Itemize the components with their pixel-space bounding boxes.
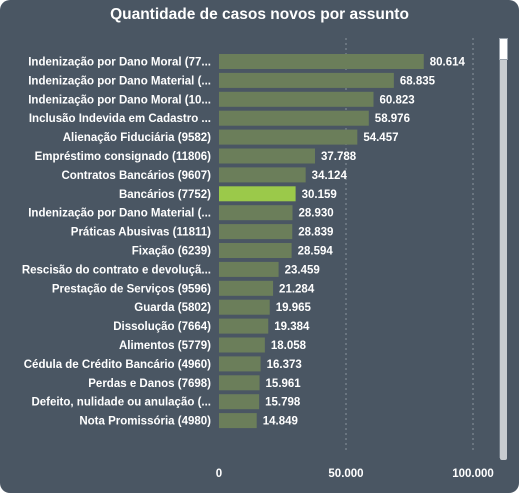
x-tick-label: 100.000	[452, 468, 494, 480]
category-label: Perdas e Danos (7698)	[88, 378, 211, 390]
value-label: 15.961	[266, 378, 302, 390]
category-label: Rescisão do contrato e devoluçã...	[22, 264, 211, 276]
value-label: 23.459	[285, 264, 320, 276]
category-label: Indenização por Dano Moral (10...	[28, 94, 211, 106]
category-label: Alimentos (5779)	[119, 340, 211, 352]
category-label: Indenização por Dano Moral (77...	[28, 57, 211, 69]
bar	[219, 110, 369, 126]
category-label: Alienação Fiduciária (9582)	[63, 132, 211, 144]
value-label: 54.457	[363, 132, 398, 144]
bar	[219, 129, 358, 145]
bar	[219, 413, 257, 429]
category-label: Cédula de Crédito Bancário (4960)	[24, 359, 211, 371]
value-label: 28.594	[298, 246, 334, 258]
bar	[219, 356, 261, 372]
value-label: 15.798	[265, 397, 301, 409]
category-label: Nota Promissória (4980)	[79, 416, 211, 428]
value-label: 14.849	[263, 416, 298, 428]
value-label: 28.930	[298, 208, 333, 220]
category-label: Inclusão Indevida em Cadastro ...	[29, 113, 211, 125]
category-label: Fixação (6239)	[132, 246, 211, 258]
chart-title: Quantidade de casos novos por assunto	[110, 6, 409, 23]
value-label: 18.058	[271, 340, 307, 352]
bar	[219, 148, 315, 164]
x-tick-label: 50.000	[328, 468, 363, 480]
category-label: Prestação de Serviços (9596)	[52, 283, 211, 295]
x-tick-label: 0	[216, 468, 222, 480]
value-label: 19.965	[276, 302, 312, 314]
value-label: 19.384	[274, 321, 310, 333]
bar	[219, 394, 260, 410]
category-label: Dissolução (7664)	[113, 321, 211, 333]
bar	[219, 280, 274, 296]
category-label: Práticas Abusivas (11811)	[71, 227, 211, 239]
bar	[219, 261, 279, 277]
bar	[219, 186, 296, 202]
bar	[219, 72, 394, 88]
value-label: 34.124	[312, 170, 348, 182]
bar	[219, 91, 374, 107]
category-label: Indenização por Dano Material (...	[28, 75, 211, 87]
scrollbar-track[interactable]	[499, 38, 508, 458]
value-label: 30.159	[302, 189, 337, 201]
value-label: 68.835	[400, 75, 436, 87]
category-label: Defeito, nulidade ou anulação (...	[31, 397, 211, 409]
value-label: 37.788	[321, 151, 357, 163]
bar	[219, 54, 424, 69]
category-label: Guarda (5802)	[134, 302, 211, 314]
bar	[219, 299, 270, 315]
bar	[219, 318, 269, 334]
value-label: 58.976	[375, 113, 410, 125]
scroll-up-button[interactable]	[499, 38, 508, 60]
bar	[219, 167, 306, 183]
category-label: Bancários (7752)	[119, 189, 211, 201]
value-label: 21.284	[279, 283, 315, 295]
bar	[219, 337, 265, 353]
category-label: Contratos Bancários (9607)	[61, 170, 211, 182]
bar	[219, 375, 260, 391]
scrollbar-thumb[interactable]	[500, 40, 507, 460]
category-label: Empréstimo consignado (11806)	[35, 151, 212, 163]
bar	[219, 224, 293, 240]
value-label: 80.614	[430, 57, 466, 69]
category-label: Indenização por Dano Material (...	[28, 208, 211, 220]
value-label: 28.839	[298, 227, 333, 239]
bar	[219, 243, 292, 258]
bar	[219, 205, 293, 221]
value-label: 16.373	[267, 359, 302, 371]
value-label: 60.823	[379, 94, 414, 106]
